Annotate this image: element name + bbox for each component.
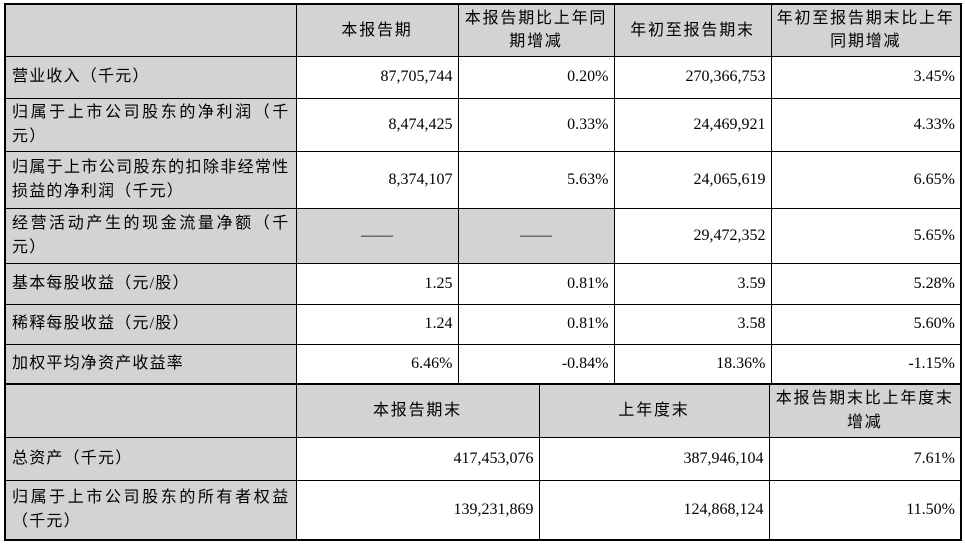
cell-value: 11.50% [768, 479, 962, 541]
cell-dash: —— [457, 207, 615, 264]
cell-dash: —— [295, 207, 459, 264]
table-row: 归属于上市公司股东的所有者权益（千元） 139,231,869 124,868,… [4, 479, 962, 541]
header-empty-cell [4, 3, 297, 57]
cell-value: 0.33% [457, 97, 615, 152]
cell-value: 8,374,107 [295, 150, 459, 209]
cell-value: -1.15% [770, 343, 962, 384]
row-label-weighted-avg-roe: 加权平均净资产收益率 [4, 343, 297, 384]
cell-value: 5.65% [770, 207, 962, 264]
cell-value: 0.20% [457, 55, 615, 99]
cell-value: 3.59 [613, 262, 772, 305]
cell-value: 4.33% [770, 97, 962, 152]
cell-value: 6.46% [295, 343, 459, 384]
cell-value: 0.81% [457, 262, 615, 305]
header-ytd-yoy-change: 年初至报告期末比上年同期增减 [770, 3, 962, 57]
row-label-equity-attributable-to-shareholders: 归属于上市公司股东的所有者权益（千元） [4, 479, 297, 541]
table-row: 稀释每股收益（元/股） 1.24 0.81% 3.58 5.60% [4, 303, 962, 345]
cell-value: 24,065,619 [613, 150, 772, 209]
row-label-operating-cash-flow: 经营活动产生的现金流量净额（千元） [4, 207, 297, 264]
row-label-net-profit-excl-nonrecurring: 归属于上市公司股东的扣除非经常性损益的净利润（千元） [4, 150, 297, 209]
period-end-table: 本报告期末 上年度末 本报告期末比上年度末增减 总资产（千元） 417,453,… [4, 383, 962, 541]
table-header-row: 本报告期 本报告期比上年同期增减 年初至报告期末 年初至报告期末比上年同期增减 [4, 3, 962, 57]
cell-value: 29,472,352 [613, 207, 772, 264]
header-empty-cell [4, 383, 297, 438]
cell-value: 3.45% [770, 55, 962, 99]
cell-value: 5.63% [457, 150, 615, 209]
cell-value: 8,474,425 [295, 97, 459, 152]
cell-value: 7.61% [768, 436, 962, 481]
table-row: 营业收入（千元） 87,705,744 0.20% 270,366,753 3.… [4, 55, 962, 99]
cell-value: 417,453,076 [295, 436, 540, 481]
table-row: 归属于上市公司股东的扣除非经常性损益的净利润（千元） 8,374,107 5.6… [4, 150, 962, 209]
header-period-end-vs-prior-year-change: 本报告期末比上年度末增减 [768, 383, 962, 438]
cell-value: 18.36% [613, 343, 772, 384]
header-current-period-yoy-change: 本报告期比上年同期增减 [457, 3, 615, 57]
cell-value: 1.25 [295, 262, 459, 305]
table-header-row: 本报告期末 上年度末 本报告期末比上年度末增减 [4, 383, 962, 438]
cell-value: 5.60% [770, 303, 962, 345]
cell-value: 139,231,869 [295, 479, 540, 541]
cell-value: -0.84% [457, 343, 615, 384]
header-end-of-prior-year: 上年度末 [538, 383, 770, 438]
header-year-to-date: 年初至报告期末 [613, 3, 772, 57]
table-row: 基本每股收益（元/股） 1.25 0.81% 3.59 5.28% [4, 262, 962, 305]
table-row: 加权平均净资产收益率 6.46% -0.84% 18.36% -1.15% [4, 343, 962, 384]
header-current-period: 本报告期 [295, 3, 459, 57]
cell-value: 87,705,744 [295, 55, 459, 99]
key-financials-table: 本报告期 本报告期比上年同期增减 年初至报告期末 年初至报告期末比上年同期增减 … [4, 3, 962, 384]
cell-value: 1.24 [295, 303, 459, 345]
table-row: 经营活动产生的现金流量净额（千元） —— —— 29,472,352 5.65% [4, 207, 962, 264]
row-label-operating-revenue: 营业收入（千元） [4, 55, 297, 99]
table-row: 总资产（千元） 417,453,076 387,946,104 7.61% [4, 436, 962, 481]
cell-value: 387,946,104 [538, 436, 770, 481]
cell-value: 3.58 [613, 303, 772, 345]
header-end-of-period: 本报告期末 [295, 383, 540, 438]
cell-value: 0.81% [457, 303, 615, 345]
cell-value: 6.65% [770, 150, 962, 209]
table-row: 归属于上市公司股东的净利润（千元） 8,474,425 0.33% 24,469… [4, 97, 962, 152]
cell-value: 270,366,753 [613, 55, 772, 99]
row-label-diluted-eps: 稀释每股收益（元/股） [4, 303, 297, 345]
row-label-basic-eps: 基本每股收益（元/股） [4, 262, 297, 305]
cell-value: 5.28% [770, 262, 962, 305]
cell-value: 124,868,124 [538, 479, 770, 541]
row-label-total-assets: 总资产（千元） [4, 436, 297, 481]
cell-value: 24,469,921 [613, 97, 772, 152]
row-label-net-profit: 归属于上市公司股东的净利润（千元） [4, 97, 297, 152]
